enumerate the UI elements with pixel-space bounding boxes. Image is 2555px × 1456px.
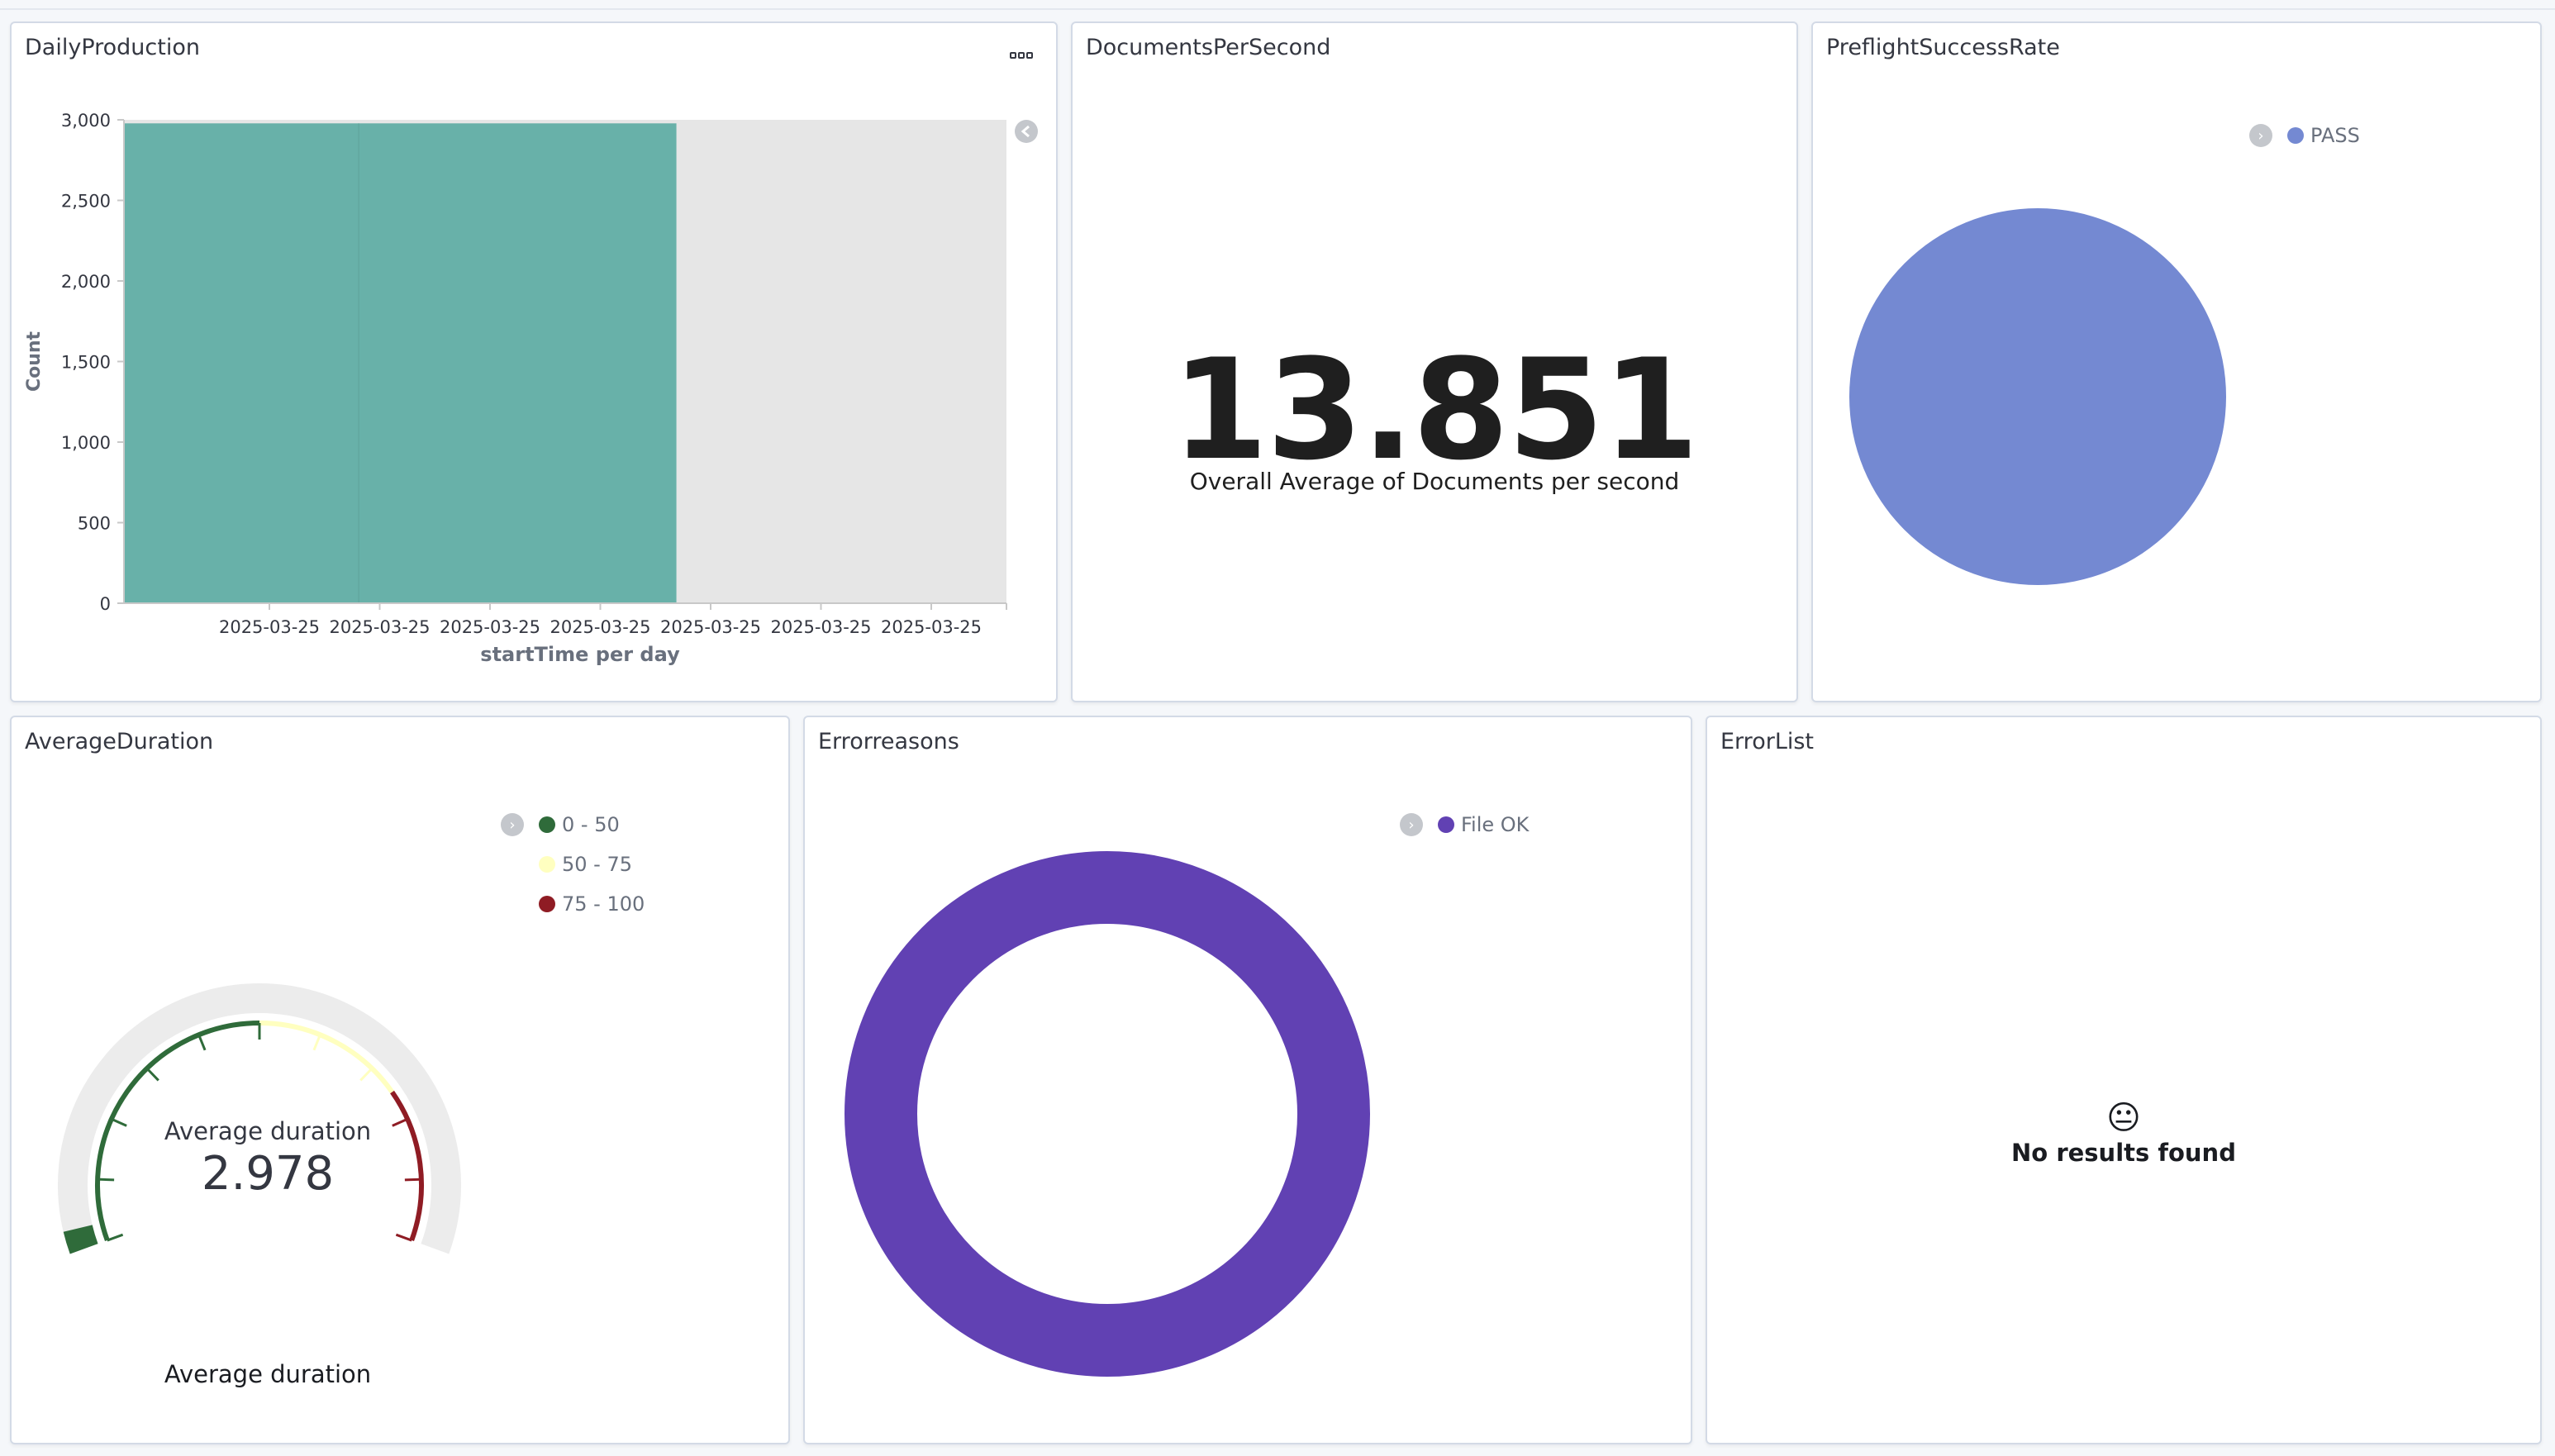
chevron-left-icon	[1021, 125, 1030, 138]
gauge-footer-label: Average duration	[164, 1360, 372, 1388]
legend-item-0-50[interactable]: › 0 - 50	[501, 805, 645, 845]
pie-chart	[1849, 208, 2226, 585]
gauge-value: 2.978	[201, 1147, 335, 1201]
y-tick-label: 1,500	[61, 353, 111, 373]
y-tick-label: 1,000	[61, 433, 111, 453]
metric-value: 13.851	[1171, 329, 1699, 491]
empty-state: 😐 No results found	[1707, 1099, 2540, 1167]
panel-average-duration: AverageDuration › 0 - 50 50 - 75 75 - 10…	[10, 716, 790, 1444]
donut-slice-0	[845, 851, 1370, 1377]
legend-item-50-75[interactable]: 50 - 75	[501, 845, 645, 884]
legend-label: File OK	[1461, 813, 1530, 836]
gauge-tick	[107, 1233, 124, 1242]
x-tick-label: 2025-03-25	[550, 617, 650, 637]
gauge-tick	[197, 1034, 207, 1051]
gauge-tick	[395, 1233, 412, 1242]
chevron-right-icon[interactable]: ›	[1400, 813, 1423, 836]
y-tick-label: 3,000	[61, 111, 111, 131]
gauge-label: Average duration	[164, 1117, 372, 1145]
gauge-tick	[98, 1178, 115, 1182]
y-tick-label: 2,500	[61, 192, 111, 212]
panel-error-reasons: Errorreasons › File OK	[803, 716, 1692, 1444]
legend-label: 0 - 50	[562, 813, 620, 836]
x-tick-label: 2025-03-25	[770, 617, 871, 637]
y-tick-label: 0	[100, 594, 111, 614]
y-tick-label: 500	[78, 514, 111, 534]
panel-title: PreflightSuccessRate	[1826, 35, 2060, 60]
legend-label: 50 - 75	[562, 853, 632, 876]
bar-1	[359, 123, 677, 603]
metric-label: Overall Average of Documents per second	[1189, 468, 1680, 495]
panel-daily-production: DailyProduction 0 500 1,000 1,500 2,000 2,500…	[10, 21, 1058, 702]
bar-0	[124, 123, 359, 603]
chevron-right-icon[interactable]: ›	[2249, 124, 2272, 147]
gauge-tick	[111, 1117, 127, 1127]
dot-icon	[1018, 52, 1025, 59]
gauge-tick	[404, 1178, 421, 1182]
legend: › 0 - 50 50 - 75 75 - 100	[501, 805, 645, 924]
panel-title: AverageDuration	[25, 729, 214, 754]
panel-documents-per-second: DocumentsPerSecond 13.851 Overall Averag…	[1071, 21, 1798, 702]
neutral-face-icon: 😐	[2106, 1099, 2141, 1137]
y-tick-label: 2,000	[61, 272, 111, 292]
legend-swatch	[539, 816, 555, 833]
gauge-track	[58, 983, 461, 1254]
top-bar	[0, 0, 2555, 10]
gauge-band-1	[259, 1021, 395, 1094]
legend-toggle-icon[interactable]	[1015, 120, 1038, 143]
legend-label: 75 - 100	[562, 892, 645, 916]
dot-icon	[1026, 52, 1033, 59]
legend: › PASS	[2249, 116, 2360, 155]
legend-swatch	[539, 856, 555, 873]
panel-title: ErrorList	[1720, 729, 1815, 754]
panel-title: DocumentsPerSecond	[1086, 35, 1331, 60]
x-tick-label: 2025-03-25	[440, 617, 540, 637]
panel-title: Errorreasons	[818, 729, 959, 754]
legend: › File OK	[1400, 805, 1529, 845]
gauge-band-2	[390, 1090, 424, 1242]
gauge-band-0	[95, 1021, 260, 1242]
chevron-right-icon[interactable]: ›	[501, 813, 524, 836]
gauge-tick	[145, 1067, 159, 1082]
panel-options-button[interactable]	[1010, 46, 1040, 63]
dot-icon	[1010, 52, 1016, 59]
legend-item-pass[interactable]: › PASS	[2249, 116, 2360, 155]
panel-title: DailyProduction	[25, 35, 200, 60]
legend-item-75-100[interactable]: 75 - 100	[501, 884, 645, 924]
legend-label: PASS	[2310, 124, 2360, 147]
x-axis-label: startTime per day	[480, 643, 680, 666]
panel-preflight-success-rate: PreflightSuccessRate › PASS	[1811, 21, 2542, 702]
donut-chart	[845, 851, 1370, 1377]
panel-error-list: ErrorList 😐 No results found	[1706, 716, 2542, 1444]
empty-state-text: No results found	[2011, 1139, 2236, 1167]
legend-swatch	[539, 896, 555, 912]
gauge-value-arc	[63, 1225, 98, 1254]
x-tick-label: 2025-03-25	[329, 617, 430, 637]
y-axis-label: Count	[24, 331, 45, 392]
gauge-tick	[359, 1067, 373, 1082]
legend-swatch	[1438, 816, 1454, 833]
bar-chart: 0 500 1,000 1,500 2,000 2,500 3,000 2025-03-25 2…	[24, 111, 1038, 666]
legend-item-file-ok[interactable]: › File OK	[1400, 805, 1529, 845]
x-tick-label: 2025-03-25	[660, 617, 761, 637]
legend-swatch	[2287, 127, 2304, 144]
x-tick-label: 2025-03-25	[881, 617, 982, 637]
toggle-circle	[1015, 120, 1038, 143]
x-tick-label: 2025-03-25	[219, 617, 320, 637]
gauge-tick	[312, 1034, 321, 1051]
gauge-tick	[392, 1117, 408, 1127]
gauge-chart	[58, 983, 461, 1254]
pie-slice-0	[1849, 208, 2226, 585]
